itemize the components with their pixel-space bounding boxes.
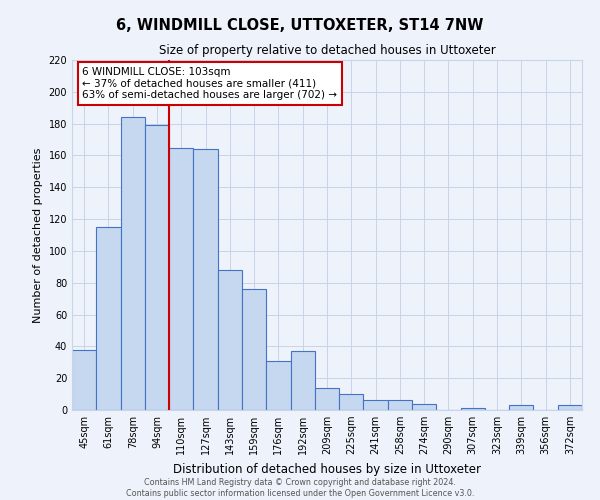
- Bar: [558, 405, 582, 410]
- Title: Size of property relative to detached houses in Uttoxeter: Size of property relative to detached ho…: [158, 44, 496, 58]
- Bar: [96, 227, 121, 410]
- Bar: [169, 148, 193, 410]
- Bar: [193, 149, 218, 410]
- Bar: [72, 350, 96, 410]
- Text: 6, WINDMILL CLOSE, UTTOXETER, ST14 7NW: 6, WINDMILL CLOSE, UTTOXETER, ST14 7NW: [116, 18, 484, 32]
- Bar: [242, 289, 266, 410]
- Bar: [461, 408, 485, 410]
- Bar: [388, 400, 412, 410]
- Bar: [121, 118, 145, 410]
- Bar: [145, 125, 169, 410]
- X-axis label: Distribution of detached houses by size in Uttoxeter: Distribution of detached houses by size …: [173, 462, 481, 475]
- Text: 6 WINDMILL CLOSE: 103sqm
← 37% of detached houses are smaller (411)
63% of semi-: 6 WINDMILL CLOSE: 103sqm ← 37% of detach…: [82, 67, 337, 100]
- Y-axis label: Number of detached properties: Number of detached properties: [33, 148, 43, 322]
- Bar: [364, 400, 388, 410]
- Bar: [218, 270, 242, 410]
- Bar: [266, 360, 290, 410]
- Bar: [315, 388, 339, 410]
- Bar: [509, 405, 533, 410]
- Bar: [339, 394, 364, 410]
- Text: Contains HM Land Registry data © Crown copyright and database right 2024.
Contai: Contains HM Land Registry data © Crown c…: [126, 478, 474, 498]
- Bar: [412, 404, 436, 410]
- Bar: [290, 351, 315, 410]
